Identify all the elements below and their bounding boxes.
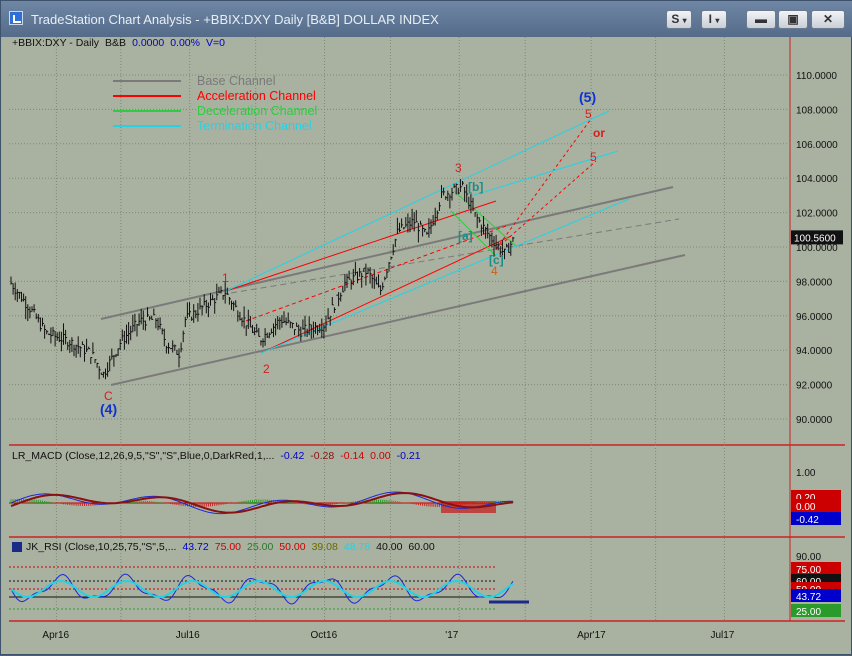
symbol-name: +BBIX:DXY - Daily	[12, 37, 100, 49]
wave-4-label: 4	[491, 264, 498, 278]
symbol-change: 0.0000	[132, 37, 165, 49]
time-tick: Jul17	[710, 630, 734, 641]
rsi-val-2: 75.00	[214, 541, 242, 553]
close-button[interactable]: ✕	[811, 10, 845, 29]
macd-val-4: 0.00	[370, 450, 391, 462]
legend-label: Termination Channel	[197, 119, 312, 133]
rsi-val-5: 39.08	[311, 541, 338, 553]
price-tick: 102.0000	[796, 209, 838, 220]
time-tick: Apr'17	[577, 630, 606, 641]
tradestation-app-icon	[9, 11, 23, 25]
symbol-tag: B&B	[105, 37, 127, 49]
minimize-button[interactable]: ▬	[746, 10, 776, 29]
macd-axis-label: -0.42	[796, 515, 819, 526]
rsi-axis-label: 75.00	[796, 565, 821, 576]
rsi-axis-label: 90.00	[796, 552, 821, 563]
macd-axis-label: 0.20	[796, 493, 816, 504]
price-tick: 98.0000	[796, 277, 833, 288]
rsi-axis-label: 25.00	[796, 607, 821, 618]
rsi-val-4: 50.00	[279, 541, 306, 553]
macd-axis-box	[791, 512, 841, 525]
symbol-header: +BBIX:DXY - Daily B&B 0.0000 0.00% V=0	[12, 37, 231, 49]
s-label: S	[671, 12, 680, 26]
macd-header[interactable]: LR_MACD (Close,12,26,9,5,"S","S",Blue,0,…	[12, 450, 427, 462]
rsi-val-7: 40.00	[376, 541, 403, 553]
time-tick: Apr16	[42, 630, 69, 641]
price-tick: 96.0000	[796, 312, 833, 323]
or-label: or	[593, 126, 605, 140]
time-tick: Oct16	[311, 630, 338, 641]
macd-title: LR_MACD (Close,12,26,9,5,"S","S",Blue,0,…	[12, 450, 275, 462]
macd-val-1: -0.42	[280, 450, 305, 462]
time-tick: Jul16	[176, 630, 200, 641]
price-tick: 90.0000	[796, 415, 833, 426]
legend-label: Deceleration Channel	[197, 104, 317, 118]
close-icon: ✕	[822, 12, 834, 26]
symbol-change-pct: 0.00%	[170, 37, 200, 49]
rsi-axis-label: 43.72	[796, 592, 821, 603]
wave-5b-label: 5	[590, 150, 597, 164]
window-title: TradeStation Chart Analysis - +BBIX:DXY …	[31, 12, 439, 27]
maximize-icon: ▣	[787, 12, 799, 26]
rsi-axis-box	[791, 589, 841, 602]
last-price-label: 100.5600	[794, 233, 836, 244]
rsi-val-1: 43.72	[182, 541, 209, 553]
price-tick: 94.0000	[796, 346, 833, 357]
symbol-volume: V=0	[205, 37, 225, 49]
price-tick: 110.0000	[796, 71, 837, 82]
indicator-button[interactable]: I ▾	[701, 10, 727, 29]
rsi-val-3: 25.00	[247, 541, 274, 553]
wave-big4-label: (4)	[100, 401, 117, 417]
macd-axis-label: 0.00	[796, 502, 816, 513]
rsi-header[interactable]: JK_RSI (Close,10,25,75,"S",5,... 43.72 75.…	[12, 541, 441, 553]
price-tick: 108.0000	[796, 105, 838, 116]
wave-2-label: 2	[263, 362, 270, 376]
macd-val-3: -0.14	[340, 450, 365, 462]
wave-5a-label: 5	[585, 107, 592, 121]
symbol-link-button[interactable]: S ▾	[666, 10, 692, 29]
macd-axis-box	[791, 499, 841, 512]
wave-3-label: 3	[455, 161, 462, 175]
time-tick: '17	[445, 630, 458, 641]
wave-b-label: [b]	[468, 180, 483, 194]
rsi-color-swatch	[12, 542, 22, 553]
macd-val-2: -0.28	[310, 450, 335, 462]
title-bar[interactable]: TradeStation Chart Analysis - +BBIX:DXY …	[1, 1, 852, 37]
rsi-title: JK_RSI (Close,10,25,75,"S",5,...	[26, 541, 177, 553]
macd-axis-label: 1.00	[796, 468, 816, 479]
last-price-marker	[791, 230, 843, 245]
wave-a-label: [a]	[458, 229, 473, 243]
rsi-val-6: 48.78	[343, 541, 371, 553]
wave-c-sub-label: [c]	[489, 253, 504, 267]
legend-label: Base Channel	[197, 74, 276, 88]
wave-1-label: 1	[222, 271, 229, 285]
wave-c-label: C	[104, 389, 113, 403]
minimize-icon: ▬	[755, 12, 767, 26]
price-tick: 92.0000	[796, 381, 833, 392]
price-tick: 100.0000	[796, 243, 838, 254]
wave-big5-label: (5)	[579, 89, 596, 105]
maximize-button[interactable]: ▣	[778, 10, 808, 29]
price-tick: 106.0000	[796, 140, 838, 151]
rsi-axis-box	[791, 562, 841, 575]
rsi-val-8: 60.00	[408, 541, 435, 553]
legend-label: Acceleration Channel	[197, 89, 316, 103]
price-tick: 104.0000	[796, 174, 838, 185]
i-label: I	[708, 12, 712, 26]
macd-val-5: -0.21	[396, 450, 421, 462]
rsi-axis-box	[791, 604, 841, 617]
